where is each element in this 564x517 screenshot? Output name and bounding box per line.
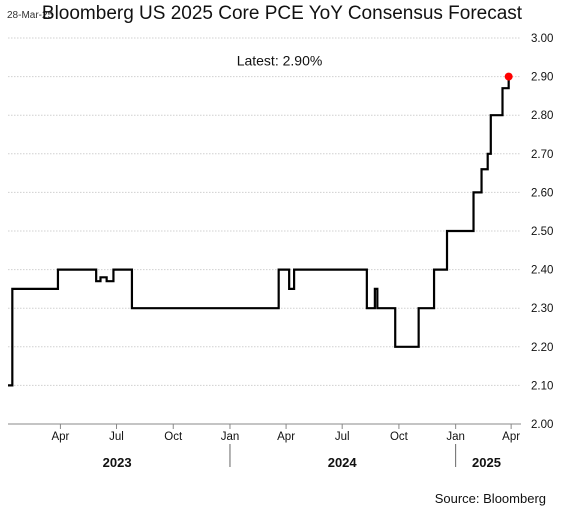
x-tick-label: Jul — [109, 431, 124, 443]
x-tick-label: Jul — [335, 431, 350, 443]
x-tick-label: Apr — [277, 431, 295, 443]
x-tick-label: Oct — [164, 431, 183, 443]
annotation-backdrop — [214, 44, 345, 75]
year-label: 2025 — [472, 455, 501, 470]
latest-annotation: Latest: 2.90% — [237, 52, 323, 68]
x-tick-label: Jan — [221, 431, 240, 443]
source-note: Source: Bloomberg — [434, 491, 546, 506]
y-tick-label: 2.80 — [531, 110, 553, 122]
y-tick-label: 2.60 — [531, 187, 553, 199]
y-tick-label: 2.90 — [531, 72, 553, 84]
y-tick-label: 2.40 — [531, 265, 553, 277]
y-tick-label: 2.30 — [531, 303, 553, 315]
year-label: 2024 — [328, 455, 358, 470]
date-stamp: 28-Mar-25 — [7, 10, 54, 21]
x-tick-label: Apr — [502, 431, 520, 443]
x-tick-label: Jan — [446, 431, 465, 443]
latest-point-marker — [504, 72, 513, 81]
x-tick-label: Apr — [51, 431, 69, 443]
year-label: 2023 — [103, 455, 132, 470]
y-tick-label: 2.00 — [531, 419, 553, 431]
y-tick-label: 2.70 — [531, 149, 553, 161]
y-tick-label: 2.10 — [531, 380, 553, 392]
chart-title: Bloomberg US 2025 Core PCE YoY Consensus… — [41, 3, 523, 24]
y-tick-label: 2.50 — [531, 226, 553, 238]
y-tick-label: 3.00 — [531, 33, 553, 45]
y-tick-label: 2.20 — [531, 342, 553, 354]
x-tick-label: Oct — [390, 431, 409, 443]
series-line — [8, 76, 510, 387]
